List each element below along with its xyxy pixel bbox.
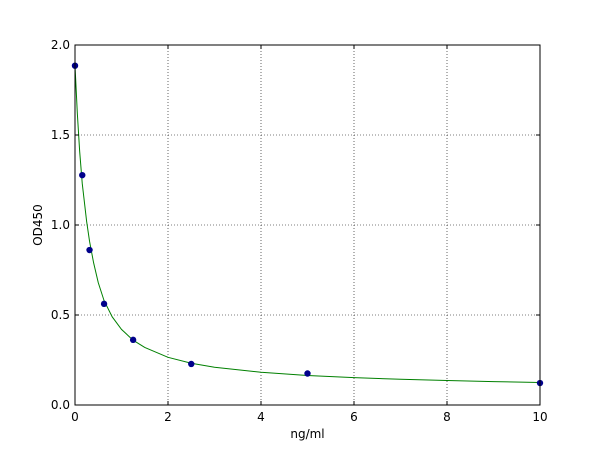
x-tick-label: 4	[257, 410, 265, 424]
data-points-layer	[71, 62, 544, 387]
y-tick-label: 0.5	[51, 308, 70, 322]
x-axis-label: ng/ml	[290, 427, 324, 441]
y-tick-label: 0.0	[51, 398, 70, 412]
y-axis-label: OD450	[31, 204, 45, 246]
y-tick-label: 1.5	[51, 128, 70, 142]
x-tick-label: 6	[350, 410, 358, 424]
data-point	[188, 360, 195, 368]
data-point	[86, 246, 93, 254]
data-point	[79, 171, 86, 179]
data-point	[129, 336, 137, 344]
ticks	[74, 44, 541, 406]
x-tick-label: 2	[164, 410, 172, 424]
x-tick-label: 10	[532, 410, 547, 424]
y-tick-label: 1.0	[51, 218, 70, 232]
y-tick-label: 2.0	[51, 38, 70, 52]
tick-labels: 0 2 4 6 8 10 0.0 0.5 1.0 1.5 2.0	[51, 38, 548, 424]
x-tick-label: 0	[71, 410, 79, 424]
grid	[75, 45, 540, 405]
data-point	[304, 370, 311, 377]
data-point	[100, 300, 108, 308]
x-tick-label: 8	[443, 410, 451, 424]
